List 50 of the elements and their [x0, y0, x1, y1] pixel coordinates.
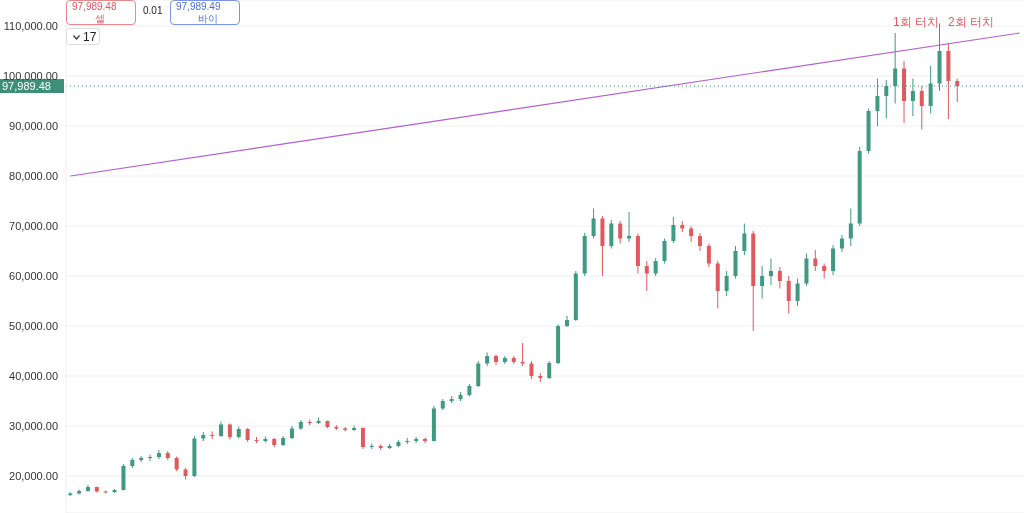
candlestick: [662, 238, 667, 264]
candlestick: [121, 463, 126, 491]
candlestick: [156, 449, 161, 460]
y-tick-label: 100,000.00: [2, 69, 58, 82]
candlestick: [919, 85, 924, 130]
annotation: 1회 터치: [893, 15, 940, 29]
candlestick: [795, 278, 800, 307]
y-tick-label: 60,000.00: [9, 269, 58, 282]
candlestick: [831, 244, 836, 276]
candlestick: [706, 243, 711, 268]
annotation: 17: [83, 30, 97, 44]
candlestick: [502, 355, 507, 365]
candlestick: [618, 220, 623, 244]
y-tick-label: 80,000.00: [9, 169, 58, 182]
candlestick: [423, 437, 428, 444]
candlestick: [609, 219, 614, 249]
candlestick: [742, 223, 747, 256]
y-tick-label: 50,000.00: [9, 319, 58, 332]
annotation: 97,989.49: [176, 1, 221, 13]
candlestick: [955, 78, 960, 103]
candlestick: [352, 425, 357, 432]
candlestick: [148, 454, 153, 462]
candlestick: [786, 275, 791, 314]
candlestick: [644, 260, 649, 292]
y-tick-label: 20,000.00: [9, 469, 58, 482]
candlestick: [813, 249, 818, 272]
y-tick-label: 90,000.00: [9, 119, 58, 132]
candlestick: [210, 431, 215, 440]
candlestick: [627, 211, 632, 243]
y-tick-label: 110,000.00: [3, 19, 58, 32]
candlestick: [768, 258, 773, 286]
candlestick: [689, 225, 694, 243]
candlestick: [724, 270, 729, 297]
annotation: 0.01: [143, 5, 163, 17]
candlestick: [564, 315, 569, 328]
ref-line-label: 97,989.48: [2, 80, 51, 93]
candlestick: [520, 342, 525, 367]
y-tick-label: 30,000.00: [9, 419, 58, 432]
candlestick: [760, 265, 765, 299]
candlestick: [476, 360, 481, 388]
y-tick-label: 40,000.00: [9, 369, 58, 382]
y-tick-label: 70,000.00: [9, 219, 58, 232]
candlestick: [848, 208, 853, 247]
candlestick: [671, 216, 676, 244]
annotation: 바이: [198, 13, 218, 25]
candlestick: [777, 266, 782, 289]
candlestick: [591, 208, 596, 239]
annotation: 2회 터치: [948, 15, 995, 29]
annotation: 셀: [95, 13, 105, 25]
annotation: 97,989.48: [72, 1, 117, 13]
